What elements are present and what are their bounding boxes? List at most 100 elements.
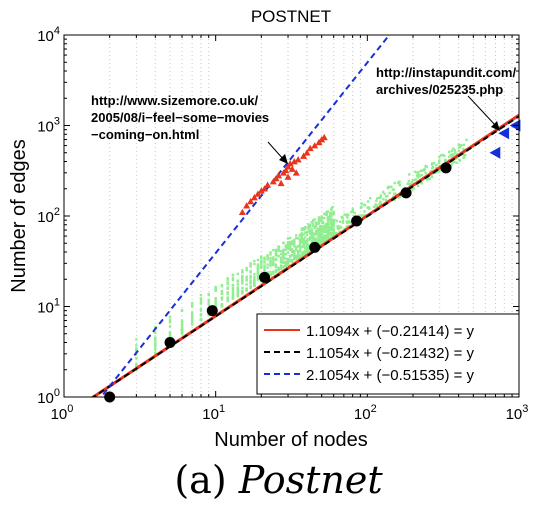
raw-point (253, 262, 256, 266)
raw-point (284, 244, 287, 247)
raw-point (335, 219, 339, 223)
raw-point (168, 318, 172, 322)
raw-point (286, 245, 290, 248)
raw-point (236, 289, 240, 292)
raw-point (308, 249, 312, 253)
raw-point (236, 272, 240, 276)
fit-line (91, 115, 519, 397)
raw-point (325, 222, 328, 226)
raw-point (314, 238, 318, 242)
raw-point (305, 251, 309, 254)
raw-point (296, 250, 300, 253)
red-triangle-point (275, 172, 283, 179)
raw-point (286, 260, 290, 263)
raw-point (256, 275, 260, 278)
raw-point (135, 363, 138, 367)
raw-point (457, 146, 461, 149)
raw-point (263, 256, 266, 259)
raw-point (320, 217, 323, 220)
raw-point (435, 164, 438, 167)
raw-point (310, 236, 313, 240)
raw-point (424, 172, 427, 175)
raw-point (314, 233, 318, 236)
raw-point (293, 245, 296, 248)
red-triangle-point (261, 185, 269, 192)
raw-point (333, 233, 337, 237)
raw-point (416, 171, 419, 175)
raw-point (298, 244, 302, 247)
raw-point (256, 278, 260, 281)
raw-point (320, 228, 323, 231)
raw-point (329, 216, 332, 219)
binned-mean-point (400, 187, 412, 199)
raw-point (421, 169, 424, 172)
raw-point (277, 245, 280, 248)
raw-point (386, 185, 390, 189)
raw-point (256, 266, 260, 270)
raw-point (414, 170, 417, 174)
raw-point (274, 252, 278, 256)
raw-point (249, 263, 252, 266)
red-triangle-point (284, 173, 292, 180)
raw-point (154, 336, 157, 340)
raw-point (231, 273, 235, 277)
raw-point (317, 228, 321, 231)
red-triangle-point (282, 166, 290, 174)
raw-point (199, 309, 203, 312)
raw-point (302, 242, 305, 245)
raw-point (379, 196, 382, 199)
raw-point (304, 225, 307, 229)
raw-point (291, 242, 294, 245)
raw-point (324, 225, 327, 228)
raw-point (190, 313, 194, 317)
raw-point (298, 245, 302, 249)
raw-point (180, 323, 184, 327)
red-triangle-point (247, 197, 255, 205)
raw-point (207, 314, 210, 317)
raw-point (253, 281, 256, 284)
raw-point (438, 164, 441, 167)
raw-point (375, 199, 378, 203)
y-tick-label: 100 (37, 387, 60, 407)
raw-point (190, 318, 194, 322)
raw-point (266, 256, 269, 259)
raw-point (313, 240, 316, 243)
raw-point (253, 259, 256, 263)
raw-point (263, 265, 266, 268)
raw-point (295, 246, 298, 249)
red-triangle-point (290, 158, 298, 165)
raw-point (241, 274, 244, 278)
red-triangle-point (254, 190, 262, 197)
raw-point (231, 292, 235, 296)
raw-point (286, 241, 290, 244)
raw-point (288, 247, 292, 251)
raw-point (288, 241, 292, 244)
raw-point (310, 234, 313, 238)
raw-point (338, 230, 341, 233)
raw-point (320, 219, 323, 223)
annotation-arrow (467, 95, 497, 127)
raw-point (319, 236, 322, 240)
raw-point (286, 247, 290, 250)
red-triangle-point (303, 149, 311, 156)
raw-point (316, 222, 319, 226)
raw-point (351, 207, 354, 211)
raw-point (308, 232, 312, 235)
x-tick-label: 101 (202, 403, 225, 423)
raw-point (269, 256, 272, 260)
raw-point (266, 254, 269, 257)
raw-point (310, 228, 313, 231)
raw-point (284, 245, 287, 249)
raw-point (288, 236, 292, 240)
raw-point (236, 294, 240, 298)
raw-point (367, 206, 371, 209)
raw-point (308, 225, 312, 229)
raw-point (300, 240, 304, 244)
raw-point (274, 263, 278, 266)
raw-point (190, 301, 194, 305)
raw-point (291, 254, 294, 257)
raw-point (312, 235, 315, 239)
raw-point (323, 225, 326, 228)
raw-point (135, 338, 138, 341)
y-tick-label: 101 (37, 297, 60, 317)
